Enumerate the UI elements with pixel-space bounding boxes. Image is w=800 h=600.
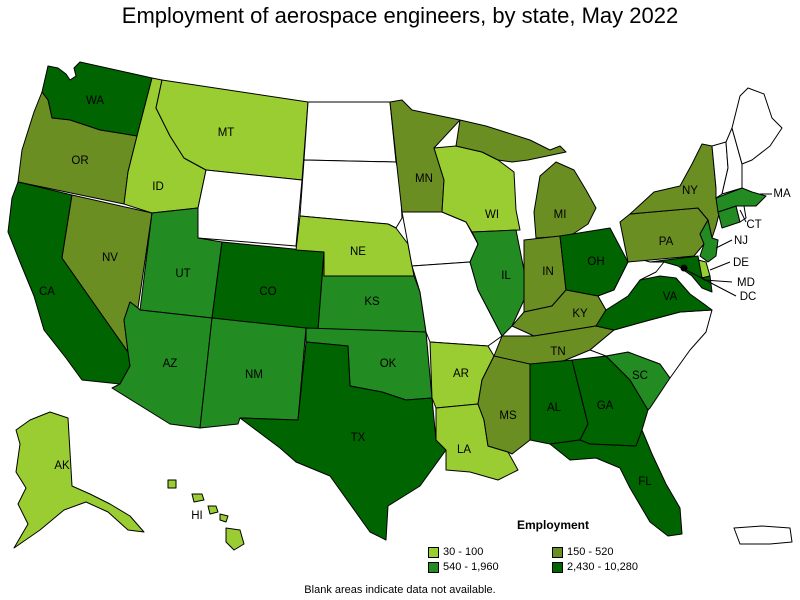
legend-label-1: 150 - 520 [567,546,614,558]
legend-label-2: 540 - 1,960 [443,561,499,573]
state-label-wa: WA [86,95,104,107]
state-label-md: MD [737,277,755,289]
state-label-pa: PA [659,236,674,248]
state-il[interactable] [469,229,525,337]
state-md[interactable] [649,255,713,293]
state-label-or: OR [71,155,88,167]
map-title: Employment of aerospace engineers, by st… [121,3,679,28]
state-label-ga: GA [597,400,614,412]
state-label-tx: TX [351,432,366,444]
state-label-wi: WI [485,209,499,221]
state-label-sc: SC [632,370,648,382]
state-label-de: DE [733,257,749,269]
state-label-ct: CT [746,219,761,231]
state-label-ak: AK [54,460,70,472]
state-label-ok: OK [380,358,397,370]
state-label-fl: FL [638,476,652,488]
state-label-nm: NM [245,369,263,381]
state-mi[interactable] [455,119,597,239]
state-label-nv: NV [102,252,118,264]
state-label-la: LA [457,444,471,456]
legend-swatch-1 [552,546,563,558]
state-label-ar: AR [453,368,469,380]
state-label-id: ID [152,181,164,193]
state-label-ms: MS [499,410,517,422]
state-label-ky: KY [572,308,588,320]
state-label-hi: HI [191,510,203,522]
legend-label-0: 30 - 100 [443,546,484,558]
legend: Employment 30 - 100 150 - 520 540 - 1,96… [428,518,688,573]
state-label-mi: MI [554,209,567,221]
state-label-az: AZ [163,358,178,370]
legend-swatch-2 [428,561,439,573]
legend-label-3: 2,430 - 10,280 [567,561,638,573]
dc-marker [680,264,688,272]
state-az[interactable] [111,301,213,429]
state-ma[interactable] [715,187,767,213]
state-hi[interactable] [167,479,245,551]
state-nd[interactable] [303,101,397,163]
legend-item-0: 30 - 100 [428,546,552,558]
label-leader-lines [685,193,772,297]
legend-item-3: 2,430 - 10,280 [552,561,682,573]
state-label-mt: MT [218,127,235,139]
state-label-in: IN [542,266,554,278]
state-label-il: IL [501,270,511,282]
state-label-al: AL [547,402,562,414]
state-label-nj: NJ [734,235,748,247]
legend-title: Employment [516,518,589,532]
footnote: Blank areas indicate data not available. [304,584,496,596]
state-label-ny: NY [682,185,698,197]
state-pa[interactable] [619,207,709,263]
legend-swatch-0 [428,546,439,558]
state-label-ut: UT [175,268,190,280]
state-fl[interactable] [549,429,683,537]
state-label-ks: KS [364,296,380,308]
legend-item-2: 540 - 1,960 [428,561,552,573]
state-label-ne: NE [350,246,366,258]
state-nj[interactable] [699,219,719,263]
legend-swatch-3 [552,561,563,573]
state-label-tn: TN [550,346,565,358]
state-label-oh: OH [587,256,604,268]
state-pr[interactable] [733,525,793,545]
legend-item-1: 150 - 520 [552,546,682,558]
state-label-co: CO [259,286,276,298]
state-label-ma: MA [773,188,791,200]
state-label-dc: DC [740,291,757,303]
state-me[interactable] [731,87,783,165]
state-wy[interactable] [197,169,303,247]
state-label-ca: CA [39,286,55,298]
state-label-mn: MN [415,173,433,185]
state-ak[interactable] [13,411,145,549]
state-label-va: VA [663,291,678,303]
state-tx[interactable] [239,341,447,541]
